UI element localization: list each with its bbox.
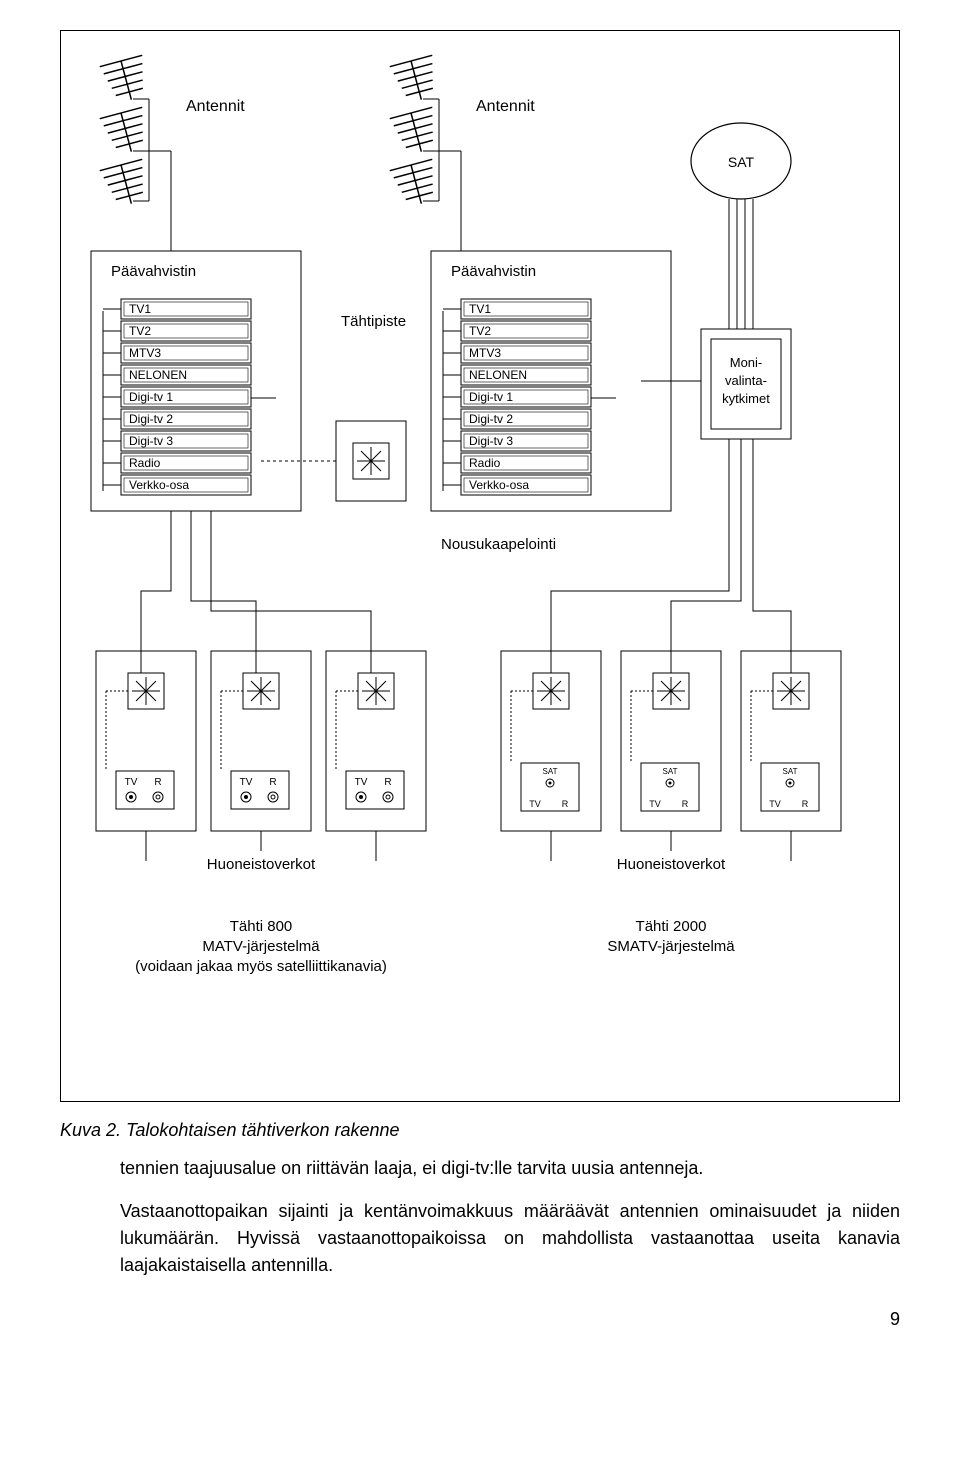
riser-label: Nousukaapelointi	[441, 536, 556, 553]
amplifier-label-right: Päävahvistin	[451, 263, 536, 280]
channel-label: TV1	[469, 302, 491, 316]
page-number: 9	[60, 1309, 900, 1330]
right-system-line2: SMATV-järjestelmä	[607, 938, 735, 955]
apartment-networks-left: Huoneistoverkot	[207, 856, 316, 873]
channel-label: Digi-tv 1	[129, 390, 173, 404]
multiswitch-box: Moni- valinta- kytkimet	[701, 329, 791, 439]
svg-text:SAT: SAT	[543, 767, 558, 776]
channel-label: NELONEN	[469, 368, 527, 382]
svg-text:TV: TV	[649, 799, 661, 809]
channel-label: Verkko-osa	[129, 478, 189, 492]
diagram-svg: TV R SAT TV R	[81, 51, 881, 1071]
headend-right: Päävahvistin TV1 TV2 MTV3 NELONEN Digi-tv 1 D…	[431, 251, 671, 511]
svg-text:R: R	[802, 799, 809, 809]
svg-text:TV: TV	[769, 799, 781, 809]
channel-label: Digi-tv 2	[469, 412, 513, 426]
apartment-networks-right: Huoneistoverkot	[617, 856, 726, 873]
star-point-label: Tähtipiste	[341, 313, 406, 330]
headend-left: Päävahvistin TV1 TV2 MTV3 NELONEN Digi-tv 1 D…	[91, 251, 301, 511]
channel-label: Digi-tv 3	[129, 434, 173, 448]
sat-label: SAT	[728, 154, 755, 170]
channel-label: Verkko-osa	[469, 478, 529, 492]
channel-label: MTV3	[129, 346, 161, 360]
riser-left	[141, 511, 371, 651]
apartments-left	[96, 651, 426, 831]
diagram-frame: TV R SAT TV R	[60, 30, 900, 1102]
channel-label: Digi-tv 3	[469, 434, 513, 448]
channel-label: Digi-tv 2	[129, 412, 173, 426]
svg-text:SAT: SAT	[783, 767, 798, 776]
channel-label: TV1	[129, 302, 151, 316]
multiswitch-line3: kytkimet	[722, 391, 770, 406]
amplifier-label-left: Päävahvistin	[111, 263, 196, 280]
satellite-dish: SAT	[691, 123, 791, 329]
channel-label: Radio	[469, 456, 501, 470]
antenna-group-left	[100, 55, 171, 251]
multiswitch-line2: valinta-	[725, 373, 767, 388]
right-system-line1: Tähti 2000	[636, 918, 707, 935]
apartments-right: SAT TV R SAT TV R SAT TV R	[501, 651, 841, 831]
channel-label: Radio	[129, 456, 161, 470]
left-system-line2: MATV-järjestelmä	[202, 938, 320, 955]
body-paragraph-2: Vastaanottopaikan sijainti ja kentänvoim…	[120, 1198, 900, 1279]
channel-label: NELONEN	[129, 368, 187, 382]
svg-text:TV: TV	[529, 799, 541, 809]
body-paragraph-1: tennien taajuusalue on riittävän laaja, …	[120, 1155, 900, 1182]
antenna-group-right	[390, 55, 461, 251]
figure-caption: Kuva 2. Talokohtaisen tähtiverkon rakenn…	[60, 1120, 900, 1141]
left-system-line3: (voidaan jakaa myös satelliittikanavia)	[135, 958, 387, 975]
svg-text:R: R	[682, 799, 689, 809]
antenna-label-left: Antennit	[186, 98, 245, 115]
left-system-line1: Tähti 800	[230, 918, 293, 935]
channel-label: Digi-tv 1	[469, 390, 513, 404]
svg-text:SAT: SAT	[663, 767, 678, 776]
multiswitch-line1: Moni-	[730, 355, 763, 370]
svg-text:R: R	[562, 799, 569, 809]
channel-label: MTV3	[469, 346, 501, 360]
antenna-label-right: Antennit	[476, 98, 535, 115]
channel-label: TV2	[469, 324, 491, 338]
channel-label: TV2	[129, 324, 151, 338]
